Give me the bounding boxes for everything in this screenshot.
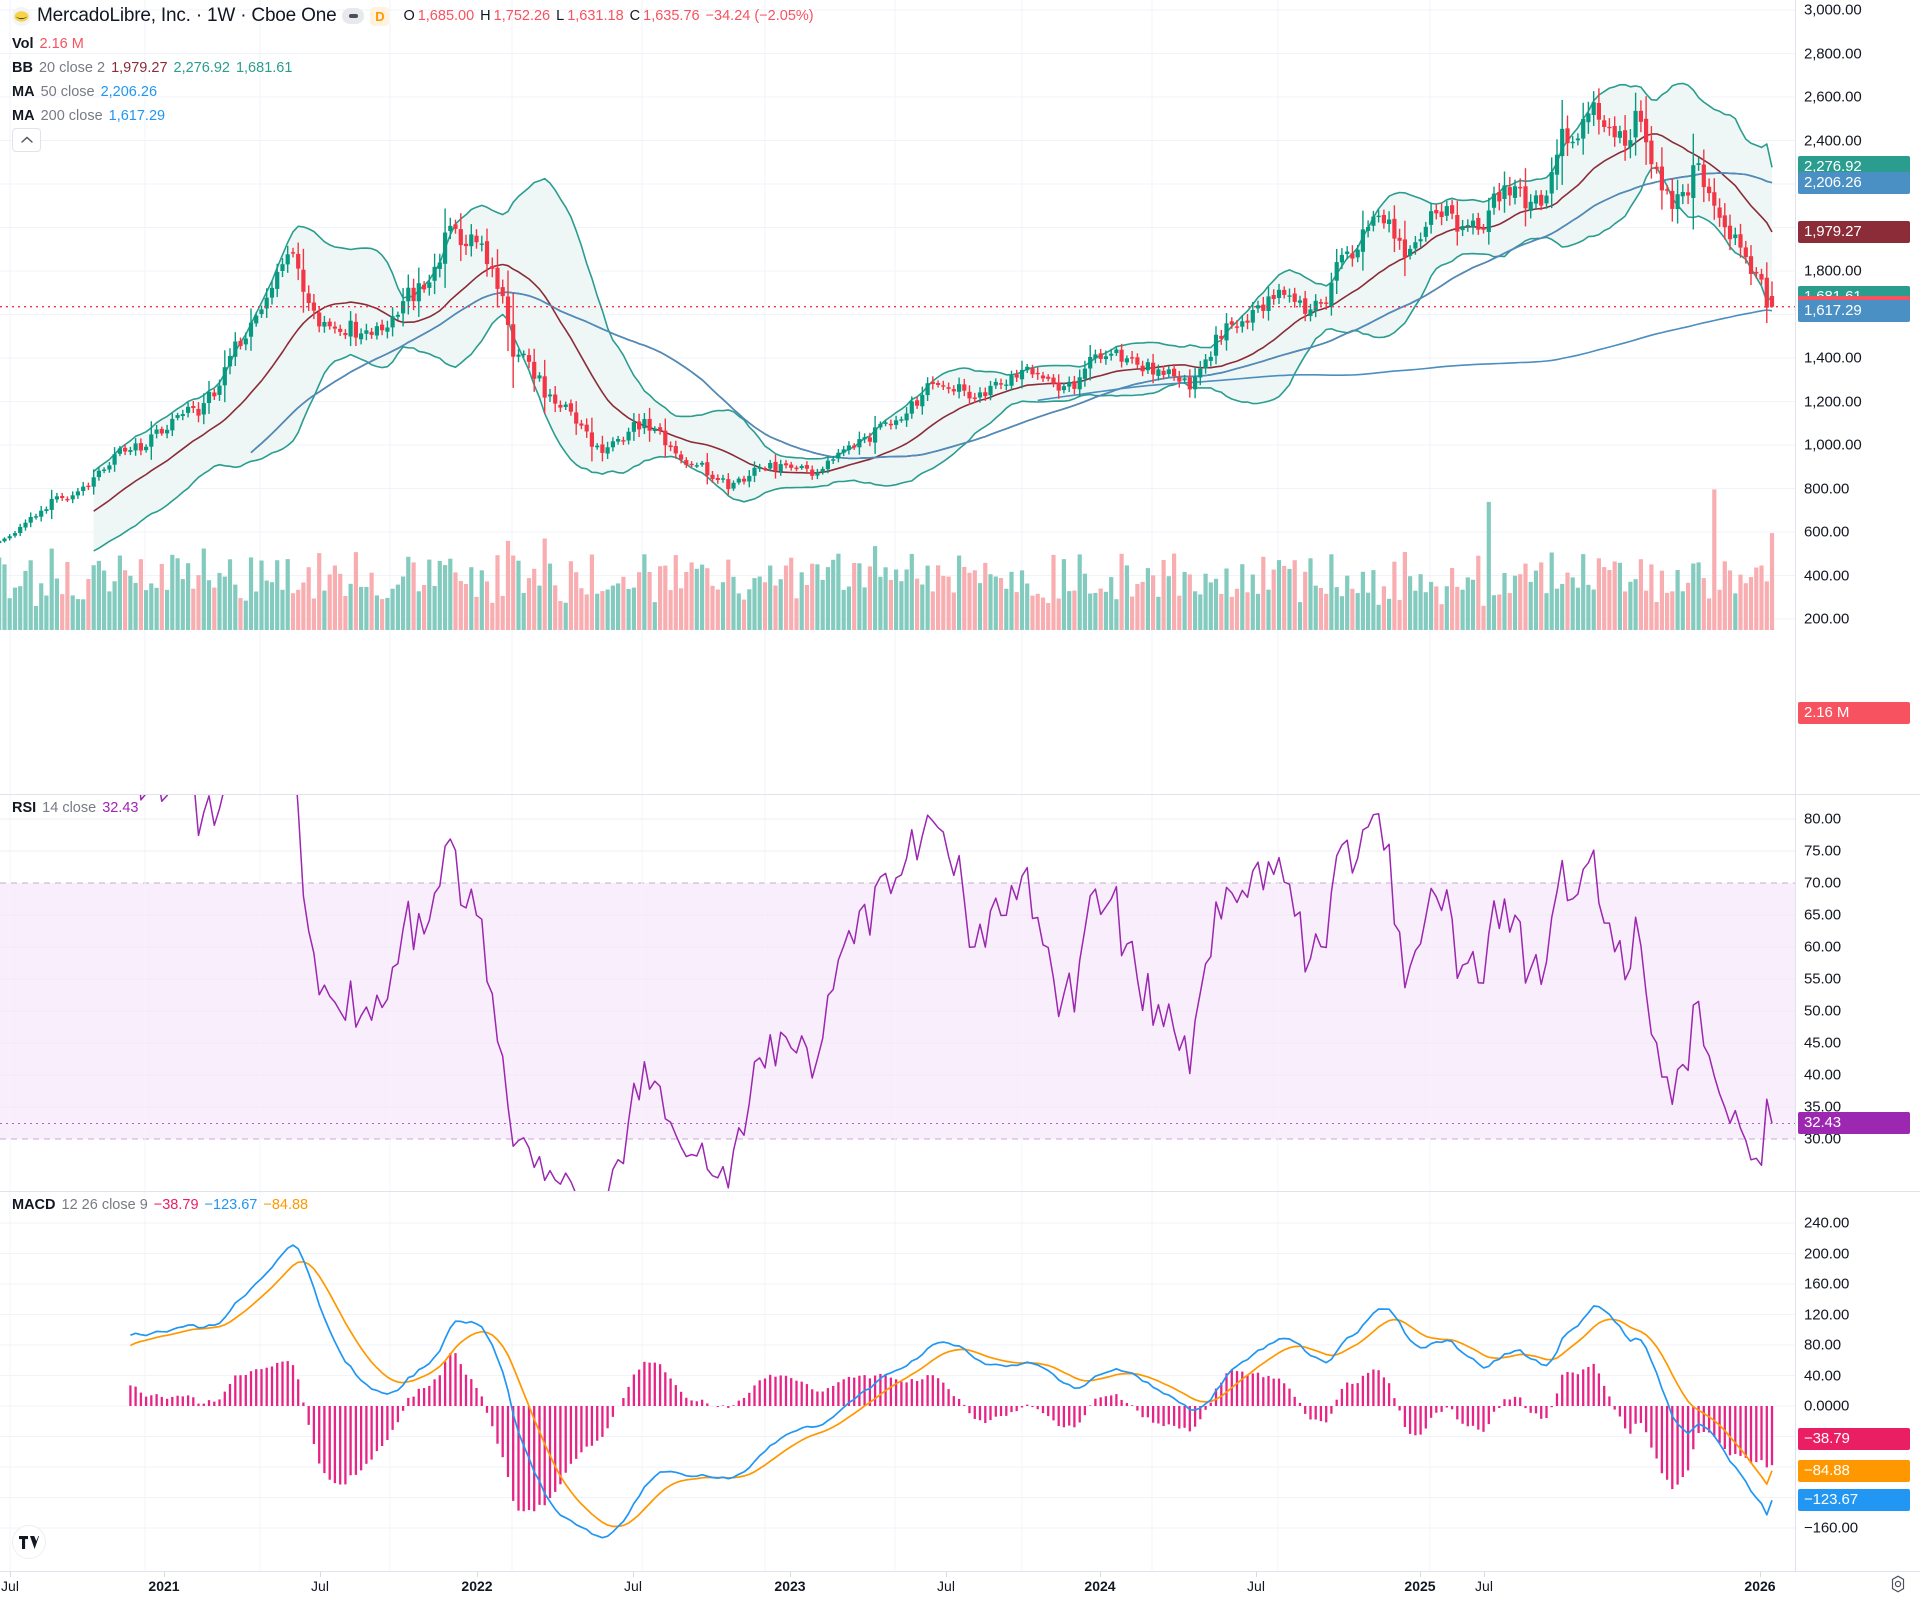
chevron-up-icon: [20, 136, 33, 143]
axis-tick-label: 40.00: [1804, 1367, 1842, 1384]
time-axis-label: Jul: [311, 1578, 329, 1594]
time-axis-label: 2024: [1084, 1578, 1116, 1594]
rsi-plot[interactable]: [0, 795, 1795, 1191]
axis-tick-label: 65.00: [1804, 906, 1842, 924]
axis-tick-label: 2,800.00: [1804, 45, 1862, 62]
time-axis-label: Jul: [624, 1578, 642, 1594]
time-axis-tick: [320, 1572, 321, 1577]
time-axis-label: Jul: [1475, 1578, 1493, 1594]
axis-tick-label: 80.00: [1804, 1336, 1842, 1354]
rsi-axis[interactable]: 80.00 75.00 70.00 65.00 60.00 55.00 50.00 45.00…: [1795, 795, 1920, 1191]
axis-tick-label: 45.00: [1804, 1034, 1842, 1052]
time-axis-tick: [477, 1572, 478, 1577]
tradingview-logo[interactable]: [12, 1525, 46, 1559]
axis-price-badge[interactable]: 32.43: [1798, 1112, 1910, 1135]
collapse-pane-button[interactable]: [12, 128, 41, 152]
macd-axis[interactable]: 240.00 200.00 160.00 120.00 80.00 40.00 0.0000…: [1795, 1192, 1920, 1571]
time-axis-tick: [1760, 1572, 1761, 1577]
axis-tick-label: 55.00: [1804, 970, 1842, 988]
axis-tick-label: 1,000.00: [1804, 436, 1862, 454]
axis-tick-label: 800.00: [1804, 480, 1850, 497]
time-axis-label: Jul: [1247, 1578, 1265, 1594]
axis-tick-label: 70.00: [1804, 874, 1842, 892]
chart-settings-icon[interactable]: [1888, 1574, 1908, 1594]
time-axis-label: Jul: [937, 1578, 955, 1594]
axis-tick-label: 0.0000: [1804, 1397, 1850, 1415]
time-axis-tick: [790, 1572, 791, 1577]
axis-tick-label: 1,800.00: [1804, 262, 1862, 280]
macd-chart-svg: [0, 1192, 1795, 1571]
time-axis-tick: [633, 1572, 634, 1577]
rsi-chart-svg: [0, 795, 1795, 1191]
axis-price-badge[interactable]: 1,979.27: [1798, 221, 1910, 243]
axis-price-badge[interactable]: −84.88: [1798, 1459, 1910, 1482]
axis-tick-label: 75.00: [1804, 842, 1842, 860]
axis-tick-label: 1,200.00: [1804, 393, 1862, 410]
time-axis-tick: [10, 1572, 11, 1577]
axis-tick-label: −160.00: [1804, 1519, 1858, 1537]
axis-tick-label: 2,600.00: [1804, 88, 1862, 106]
axis-tick-label: 1,400.00: [1804, 349, 1862, 367]
axis-tick-label: 600.00: [1804, 523, 1850, 541]
axis-price-badge[interactable]: −38.79: [1798, 1427, 1910, 1450]
axis-tick-label: 120.00: [1804, 1306, 1850, 1323]
axis-tick-label: 3,000.00: [1804, 1, 1862, 19]
macd-pane: 240.00 200.00 160.00 120.00 80.00 40.00 0.0000…: [0, 1191, 1920, 1571]
axis-price-badge[interactable]: 2.16 M: [1798, 702, 1910, 724]
axis-tick-label: 40.00: [1804, 1066, 1842, 1084]
axis-tick-label: 2,400.00: [1804, 132, 1862, 149]
time-axis-tick: [164, 1572, 165, 1577]
time-axis-tick: [1100, 1572, 1101, 1577]
axis-tick-label: 240.00: [1804, 1214, 1850, 1232]
axis-price-badge[interactable]: 2,206.26: [1798, 171, 1910, 194]
price-axis[interactable]: 3,000.002,800.002,600.002,400.002,200.00…: [1795, 0, 1920, 794]
price-chart-svg: [0, 0, 1795, 794]
axis-tick-label: 60.00: [1804, 938, 1842, 956]
time-axis-label: 2021: [148, 1578, 180, 1594]
time-axis-label: 2023: [774, 1578, 806, 1594]
time-axis-tick: [1256, 1572, 1257, 1577]
axis-tick-label: 50.00: [1804, 1002, 1842, 1020]
rsi-pane: 80.00 75.00 70.00 65.00 60.00 55.00 50.00 45.00…: [0, 794, 1920, 1191]
axis-tick-label: 200.00: [1804, 610, 1850, 628]
axis-tick-label: 200.00: [1804, 1245, 1850, 1262]
price-pane: 3,000.002,800.002,600.002,400.002,200.00…: [0, 0, 1920, 794]
time-axis-label: 2026: [1744, 1578, 1776, 1594]
macd-plot[interactable]: [0, 1192, 1795, 1571]
time-axis-tick: [946, 1572, 947, 1577]
time-axis-label: Jul: [1, 1578, 19, 1594]
price-plot[interactable]: [0, 0, 1795, 794]
axis-tick-label: 160.00: [1804, 1275, 1850, 1293]
axis-tick-label: 35.00: [1804, 1098, 1842, 1116]
time-axis-tick: [1484, 1572, 1485, 1577]
time-axis[interactable]: Jul 2021 Jul 2022 Jul 2023 Jul 2024 Jul 2025 Jul 20…: [0, 1571, 1920, 1600]
time-axis-tick: [1420, 1572, 1421, 1577]
time-axis-label: 2022: [461, 1578, 493, 1594]
axis-tick-label: 80.00: [1804, 810, 1842, 828]
tradingview-icon: [19, 1535, 39, 1549]
axis-price-badge[interactable]: 1,617.29: [1798, 299, 1910, 322]
axis-tick-label: 30.00: [1804, 1130, 1842, 1148]
axis-tick-label: 400.00: [1804, 567, 1850, 584]
axis-price-badge[interactable]: −123.67: [1798, 1489, 1910, 1512]
time-axis-label: 2025: [1404, 1578, 1436, 1594]
